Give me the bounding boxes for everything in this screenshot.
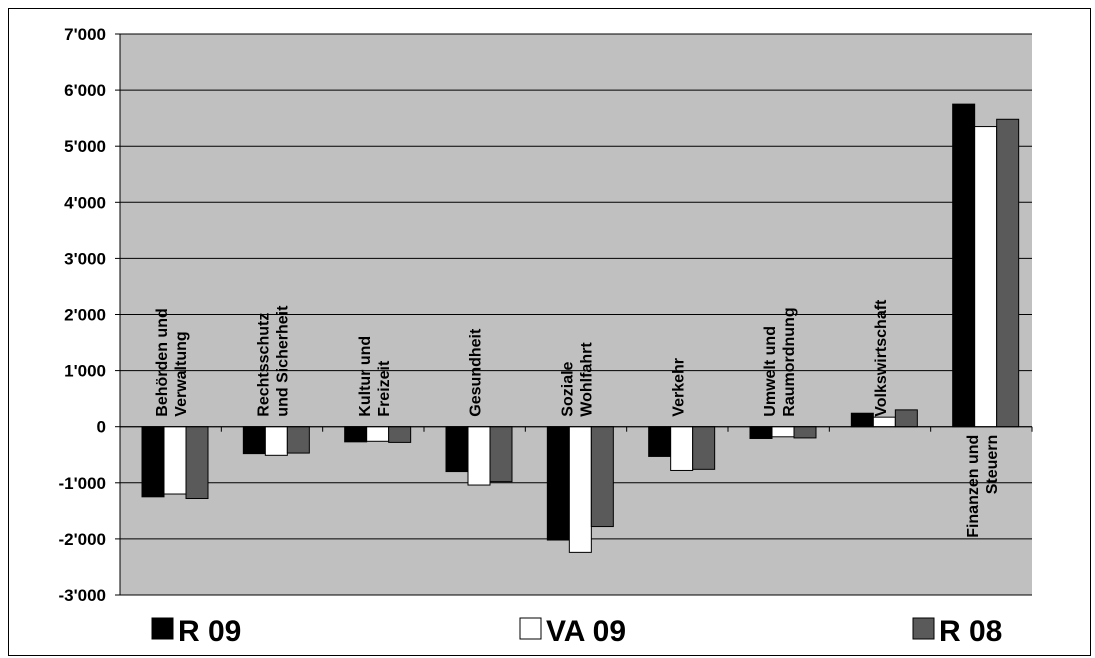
bars	[141, 103, 1020, 553]
bar-r-09	[141, 426, 165, 498]
bar-r-09	[749, 426, 773, 439]
bar-va-09	[974, 126, 998, 428]
y-tick-label: 2'000	[64, 306, 106, 325]
category-label-text: Gesundheit	[468, 328, 485, 417]
category-label-text: Verkehr	[670, 358, 687, 417]
category-label-line: Raumordnung	[781, 307, 798, 416]
legend-swatch	[519, 617, 542, 640]
bar-r-08	[185, 426, 209, 500]
category-label: Behörden und Verwaltung	[154, 308, 190, 416]
category-label-line: Kultur und	[357, 336, 374, 417]
bar-r-09	[952, 103, 976, 428]
category-label: Umwelt und Raumordnung	[762, 307, 798, 416]
category-label-line: Finanzen und	[965, 435, 982, 538]
legend-swatch	[151, 617, 174, 640]
category-label-text: Finanzen und Steuern	[965, 435, 1001, 538]
bar-r-08	[692, 426, 716, 470]
category-label-line: Behörden und	[154, 308, 171, 416]
bar-r-09	[850, 412, 874, 428]
category-label: Finanzen und Steuern	[965, 435, 1001, 538]
category-label-line: und Sicherheit	[275, 305, 292, 417]
category-label-line: Steuern	[984, 435, 1001, 495]
bar-va-09	[872, 416, 896, 428]
category-label-text: Rechtsschutz und Sicherheit	[256, 305, 292, 417]
category-label-text: Soziale Wohlfahrt	[560, 342, 596, 417]
bar-r-09	[648, 426, 672, 457]
legend-item: R 09	[151, 615, 241, 648]
category-label-text: Behörden und Verwaltung	[154, 308, 190, 416]
category-label-line: Rechtsschutz	[256, 313, 273, 417]
y-tick-label: -2'000	[58, 530, 106, 549]
category-label-line: Soziale	[560, 361, 577, 416]
bar-r-08	[286, 426, 310, 454]
y-tick-label: 6'000	[64, 81, 106, 100]
category-label-line: Wohlfahrt	[579, 342, 596, 417]
bar-r-08	[894, 409, 918, 428]
category-label-line: Verkehr	[670, 358, 687, 417]
bar-r-09	[546, 426, 570, 541]
bar-r-09	[242, 426, 266, 455]
category-label-line: Verwaltung	[173, 331, 190, 416]
y-tick-label: 1'000	[64, 362, 106, 381]
category-label: Soziale Wohlfahrt	[560, 342, 596, 417]
bar-va-09	[264, 426, 288, 456]
bar-va-09	[467, 426, 491, 486]
category-label-text: Umwelt und Raumordnung	[762, 307, 798, 416]
legend-label: R 08	[939, 615, 1002, 648]
category-label-line: Gesundheit	[468, 328, 485, 417]
bar-r-08	[489, 426, 513, 483]
category-label-text: Volkswirtschaft	[873, 299, 890, 417]
category-label: Volkswirtschaft	[873, 299, 890, 417]
bar-r-08	[388, 426, 412, 443]
legend-item: VA 09	[519, 615, 626, 648]
category-label: Rechtsschutz und Sicherheit	[256, 305, 292, 417]
legend-label: VA 09	[546, 615, 626, 648]
category-label-text: Kultur und Freizeit	[357, 336, 393, 417]
bar-va-09	[771, 426, 795, 438]
category-labels: Behörden und Verwaltung Rechtsschutz und Si…	[154, 299, 1001, 538]
y-tick-label: -1'000	[58, 474, 106, 493]
category-label: Gesundheit	[468, 328, 485, 417]
category-label: Kultur und Freizeit	[357, 336, 393, 417]
category-label-line: Freizeit	[376, 360, 393, 417]
y-tick-label: 0	[97, 418, 106, 437]
y-axis-tick-labels: 7'000 6'000 5'000 4'000 3'000 2'000 1'000 0 -1'0…	[58, 25, 106, 605]
axes	[119, 34, 1033, 595]
bar-va-09	[568, 426, 592, 553]
y-tick-label: 3'000	[64, 249, 106, 268]
category-label-line: Volkswirtschaft	[873, 299, 890, 417]
category-label-line: Umwelt und	[762, 326, 779, 417]
legend-swatch	[912, 617, 935, 640]
legend-label: R 09	[178, 615, 241, 648]
bar-r-08	[793, 426, 817, 439]
bar-va-09	[366, 426, 390, 442]
y-tick-label: 7'000	[64, 25, 106, 44]
legend-item: R 08	[912, 615, 1002, 648]
category-label: Verkehr	[670, 358, 687, 417]
y-tick-label: 4'000	[64, 193, 106, 212]
bar-r-08	[996, 118, 1020, 428]
y-tick-label: -3'000	[58, 586, 106, 605]
bar-r-08	[590, 426, 614, 528]
bar-va-09	[670, 426, 694, 471]
bar-va-09	[163, 426, 187, 495]
y-tick-label: 5'000	[64, 137, 106, 156]
bar-r-09	[344, 426, 368, 443]
bar-r-09	[445, 426, 469, 473]
legend: R 09 VA 09 R 08	[151, 615, 1002, 648]
